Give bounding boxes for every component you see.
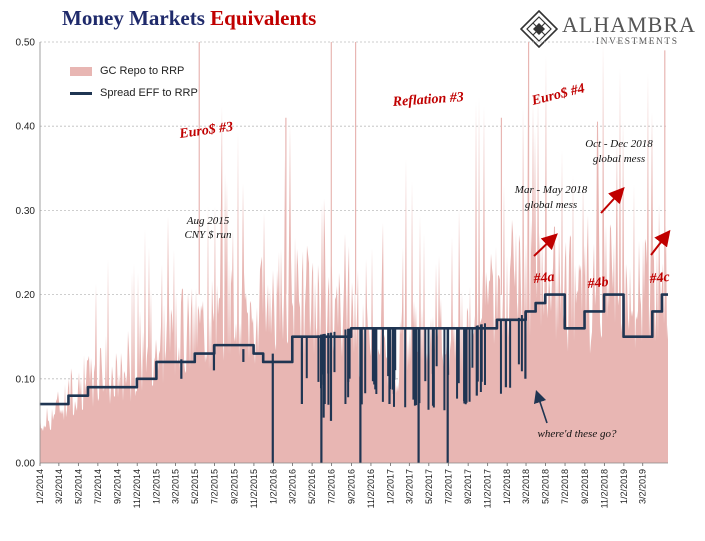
annotation-reflation3: Reflation #3 — [391, 90, 464, 110]
annotation-marmay: Mar - May 2018 — [514, 184, 588, 196]
x-tick-label: 9/2/2017 — [463, 469, 473, 504]
arrow-whered — [533, 389, 548, 424]
x-tick-label: 1/2/2017 — [385, 469, 395, 504]
arrow-octdec — [600, 187, 625, 214]
annotation-marmay-sub: global mess — [525, 199, 577, 211]
x-tick-label: 1/2/2015 — [152, 469, 162, 504]
x-tick-label: 3/2/2019 — [638, 469, 648, 504]
x-tick-label: 11/2/2017 — [483, 469, 493, 508]
y-tick-label: 0.20 — [16, 290, 36, 301]
annotation-euro3: Euro$ #3 — [177, 120, 234, 143]
legend-item-gc-repo: GC Repo to RRP — [70, 60, 198, 82]
x-tick-label: 1/2/2016 — [268, 469, 278, 504]
x-tick-label: 3/2/2018 — [521, 469, 531, 504]
x-tick-label: 3/2/2014 — [54, 469, 64, 504]
legend-label-gc-repo: GC Repo to RRP — [100, 65, 185, 77]
x-tick-label: 1/2/2019 — [619, 469, 629, 504]
annotations: Euro$ #3 Reflation #3 Euro$ #4 Aug 2015 CNY … — [177, 81, 671, 440]
arrow-marmay — [533, 233, 558, 257]
x-tick-label: 11/2/2018 — [599, 469, 609, 508]
x-tick-label: 3/2/2015 — [171, 469, 181, 504]
x-tick-label: 1/2/2018 — [502, 469, 512, 504]
logo-name: ALHAMBRA — [562, 12, 696, 37]
area-series-gc-repo — [40, 42, 668, 463]
x-tick-label: 11/2/2014 — [132, 469, 142, 508]
y-tick-label: 0.30 — [16, 206, 36, 217]
legend-swatch-area — [70, 66, 92, 76]
area-gc-repo — [40, 42, 668, 463]
annotation-aug2015: Aug 2015 — [186, 215, 230, 227]
x-tick-label: 3/2/2017 — [404, 469, 414, 504]
x-tick-label: 11/2/2016 — [366, 469, 376, 508]
annotation-whered: where'd these go? — [538, 428, 617, 440]
y-tick-label: 0.50 — [16, 38, 36, 49]
annotation-octdec-sub: global mess — [593, 153, 645, 165]
title-part-1: Money Markets — [62, 6, 205, 30]
x-tick-label: 11/2/2015 — [249, 469, 259, 508]
x-tick-label: 5/2/2016 — [307, 469, 317, 504]
x-tick-label: 7/2/2016 — [327, 469, 337, 504]
x-tick-label: 7/2/2018 — [560, 469, 570, 504]
x-tick-label: 9/2/2015 — [229, 469, 239, 504]
y-tick-label: 0.10 — [16, 374, 36, 385]
annotation-octdec: Oct - Dec 2018 — [585, 138, 653, 150]
x-tick-label: 7/2/2015 — [210, 469, 220, 504]
diamond-lattice-icon — [520, 10, 558, 48]
title-part-2: Equivalents — [210, 6, 317, 30]
annotation-aug2015-sub: CNY $ run — [184, 229, 232, 241]
legend-item-spread: Spread EFF to RRP — [70, 82, 198, 104]
annotation-4c: #4c — [648, 270, 671, 287]
x-tick-label: 5/2/2018 — [541, 469, 551, 504]
x-tick-label: 5/2/2015 — [190, 469, 200, 504]
chart-title: Money Markets Equivalents — [62, 6, 316, 31]
annotation-4a: #4a — [532, 270, 555, 287]
annotation-4b: #4b — [586, 275, 609, 292]
arrow-4c — [650, 229, 671, 256]
y-tick-label: 0.00 — [16, 459, 36, 470]
x-tick-label: 7/2/2014 — [93, 469, 103, 504]
x-tick-label: 9/2/2018 — [580, 469, 590, 504]
x-tick-label: 9/2/2016 — [346, 469, 356, 504]
x-tick-label: 5/2/2014 — [73, 469, 83, 504]
x-tick-label: 7/2/2017 — [443, 469, 453, 504]
axes: 0.00 0.10 0.20 0.30 0.40 0.50 1/2/2014 3/2/2014… — [16, 38, 668, 508]
annotation-euro4: Euro$ #4 — [529, 81, 586, 109]
x-tick-label: 1/2/2014 — [35, 469, 45, 504]
legend: GC Repo to RRP Spread EFF to RRP — [70, 60, 198, 104]
x-tick-label: 9/2/2014 — [113, 469, 123, 504]
line-series-spread-eff — [39, 293, 668, 463]
legend-label-spread: Spread EFF to RRP — [100, 87, 198, 99]
y-tick-label: 0.40 — [16, 122, 36, 133]
x-tick-label: 3/2/2016 — [288, 469, 298, 504]
x-tick-label: 5/2/2017 — [424, 469, 434, 504]
legend-swatch-line — [70, 91, 92, 95]
